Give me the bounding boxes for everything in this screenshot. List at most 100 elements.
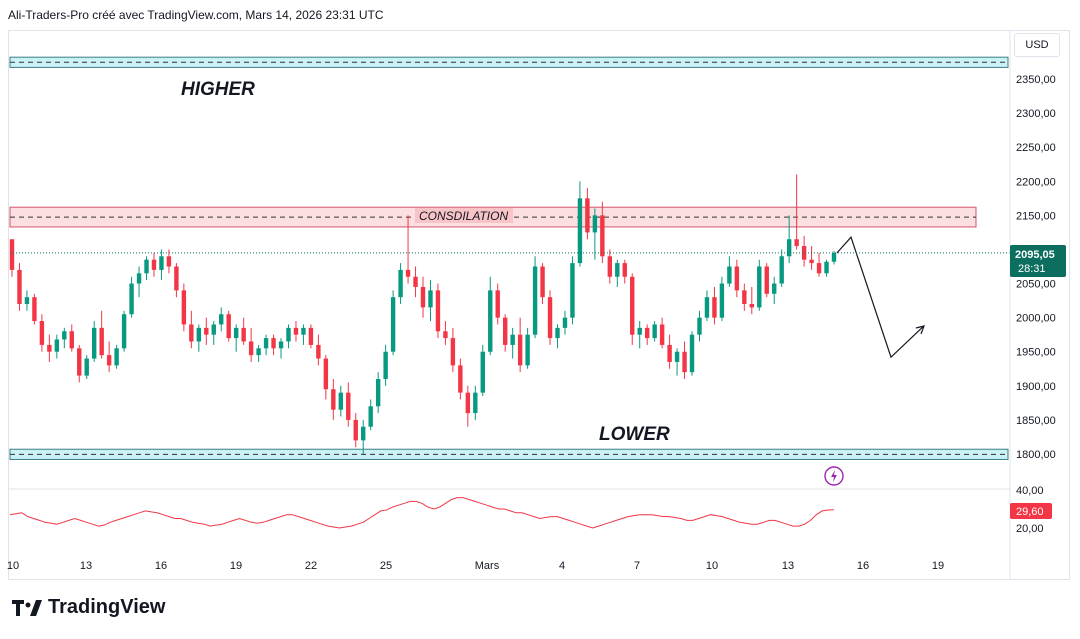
candle-body [607,256,613,277]
candle-body [547,297,553,339]
indicator-line [9,497,835,529]
tradingview-logo[interactable]: TradingView [12,596,165,619]
y-tick-label: 1850,00 [1016,415,1056,427]
candle-body [196,327,202,342]
candle-body [682,351,687,373]
candle-body [301,327,306,335]
y-tick-label: 1800,00 [1016,449,1056,461]
lower-label: LOWER [599,424,670,445]
lightning-icon[interactable] [824,466,844,486]
y-tick-label: 2150,00 [1016,210,1056,222]
candle-body [211,324,216,335]
candle-body [159,256,164,270]
currency-selector[interactable]: USD [1014,33,1060,57]
candle-body [316,344,321,359]
candle-body [293,327,299,335]
y-tick-label: 2250,00 [1016,142,1056,154]
candle-body [361,426,366,441]
candle-body [151,259,157,270]
candle-body [256,348,261,356]
candle-body [824,261,829,274]
candle-body [473,392,478,414]
candle-body [181,290,187,325]
candle-body [129,283,134,315]
candle-body [286,327,291,342]
candle-body [517,334,523,366]
candle-body [622,263,627,277]
candle-body [84,358,89,376]
x-tick-label: 25 [380,560,392,572]
candle-body [383,351,388,379]
candle-body [390,297,396,352]
indicator-badge-value: 29,60 [1016,506,1044,518]
candle-body [488,290,493,352]
candle-body [809,259,814,264]
candle-body [136,273,142,284]
candle-body [204,327,209,335]
candle-body [801,246,807,260]
candle-body [346,392,351,420]
candle-body [615,263,620,277]
candle-body [368,406,373,427]
indicator-badge: 29,60 [1010,503,1052,519]
candle-body [69,331,74,349]
chart-frame [8,30,1070,580]
candle-body [674,351,680,362]
candle-body [189,324,194,342]
candle-body [794,239,799,247]
candle-body [465,392,471,414]
candle-body [420,286,426,308]
candle-body [562,317,568,328]
projection-arrowhead [915,325,925,335]
candle-body [510,334,515,345]
candle-body [816,263,822,274]
candle-body [144,259,149,274]
price-badge: 2095,05 28:31 [1010,245,1066,277]
price-badge-value: 2095,05 [1015,249,1055,261]
candle-body [166,256,172,267]
candle-body [772,283,777,294]
x-tick-label: 22 [305,560,317,572]
candles-layer [9,174,837,454]
indicator-pane: 40,00 20,00 [9,485,1044,535]
candle-body [637,327,642,335]
candle-body [600,215,605,257]
candle-body [9,239,15,270]
candle-body [174,266,179,291]
indicator-tick-label: 40,00 [1016,485,1044,497]
candle-body [62,331,67,340]
y-tick-label: 2300,00 [1016,108,1056,120]
candle-body [32,297,37,322]
consolidation-label-bg [415,208,513,223]
candle-body [570,263,575,318]
x-tick-label: 13 [80,560,92,572]
time-axis[interactable]: 10 13 16 19 22 25 Mars 4 7 10 13 16 19 [7,560,944,572]
candle-body [525,334,530,366]
candle-body [727,266,732,284]
candle-body [712,297,717,318]
candle-body [248,341,254,356]
candle-body [697,317,702,335]
candle-body [495,290,500,318]
y-tick-label: 1900,00 [1016,381,1056,393]
x-tick-label: 16 [155,560,167,572]
candle-body [114,348,119,366]
tradingview-logo-icon [12,599,42,616]
candle-body [106,355,112,366]
candle-body [338,392,343,410]
x-tick-label: 4 [559,560,565,572]
candle-body [263,338,269,349]
x-tick-label: 16 [857,560,869,572]
brand-name: TradingView [48,596,166,618]
candle-body [503,317,508,345]
x-tick-label: 13 [782,560,794,572]
price-axis[interactable]: 2350,002300,002250,002200,002150,002100,… [1016,74,1056,461]
candle-body [786,239,792,257]
candle-body [405,269,411,277]
candle-body [458,365,463,393]
x-tick-label: 19 [230,560,242,572]
candle-body [121,314,127,349]
x-tick-label: 19 [932,560,944,572]
y-tick-label: 2350,00 [1016,74,1056,86]
